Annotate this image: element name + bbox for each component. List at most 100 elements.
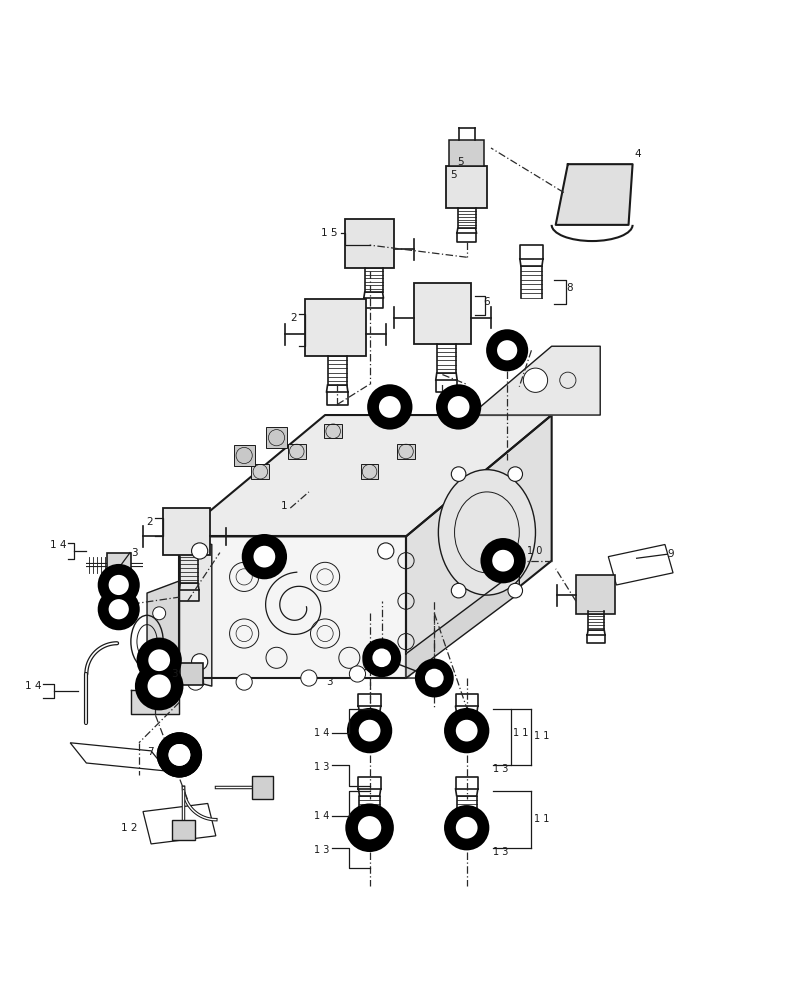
- Bar: [345, 219, 393, 268]
- Bar: [266, 427, 287, 448]
- Circle shape: [451, 583, 466, 598]
- Polygon shape: [179, 536, 406, 678]
- Bar: [397, 444, 414, 459]
- Circle shape: [135, 662, 183, 710]
- Polygon shape: [131, 690, 179, 714]
- Circle shape: [508, 583, 522, 598]
- Text: 6: 6: [483, 297, 489, 307]
- Circle shape: [486, 329, 527, 371]
- Circle shape: [152, 662, 165, 675]
- Text: 1 3: 1 3: [493, 847, 508, 857]
- Text: 1 4: 1 4: [49, 540, 66, 550]
- Bar: [414, 283, 470, 344]
- Circle shape: [455, 817, 477, 839]
- Circle shape: [242, 534, 287, 579]
- Polygon shape: [555, 164, 632, 225]
- Circle shape: [444, 708, 489, 753]
- Text: 1 2: 1 2: [121, 823, 137, 833]
- Text: 1 1: 1 1: [533, 731, 548, 741]
- Bar: [180, 663, 203, 685]
- Text: 1: 1: [281, 501, 287, 511]
- Circle shape: [491, 550, 513, 572]
- Circle shape: [152, 607, 165, 620]
- Circle shape: [424, 669, 443, 687]
- Text: 5: 5: [450, 170, 457, 180]
- Polygon shape: [179, 536, 212, 686]
- Polygon shape: [179, 415, 551, 536]
- Circle shape: [377, 654, 393, 670]
- Circle shape: [523, 368, 547, 392]
- Circle shape: [97, 588, 139, 630]
- Circle shape: [372, 648, 391, 667]
- Text: 9: 9: [667, 549, 673, 559]
- Circle shape: [187, 674, 204, 690]
- Text: 1 5: 1 5: [320, 228, 337, 238]
- Circle shape: [157, 732, 202, 778]
- Circle shape: [169, 744, 190, 766]
- Circle shape: [109, 599, 129, 619]
- Circle shape: [97, 564, 139, 606]
- Circle shape: [508, 467, 522, 481]
- Text: 1 3: 1 3: [313, 762, 328, 772]
- Circle shape: [148, 649, 169, 671]
- Bar: [287, 444, 305, 459]
- Circle shape: [191, 543, 208, 559]
- Polygon shape: [470, 346, 599, 415]
- Circle shape: [362, 638, 401, 677]
- Text: 3: 3: [171, 669, 178, 679]
- Bar: [234, 445, 255, 466]
- Circle shape: [436, 384, 481, 430]
- Text: 1 4: 1 4: [313, 811, 328, 821]
- Text: 1 4: 1 4: [313, 728, 328, 738]
- Circle shape: [148, 674, 170, 698]
- Circle shape: [346, 708, 392, 753]
- Text: 8: 8: [565, 283, 572, 293]
- Bar: [360, 464, 378, 479]
- Bar: [304, 299, 365, 356]
- Text: 4: 4: [633, 149, 640, 159]
- Bar: [575, 575, 614, 614]
- Circle shape: [455, 720, 477, 742]
- Circle shape: [358, 816, 381, 839]
- Polygon shape: [147, 581, 179, 690]
- Circle shape: [447, 396, 469, 418]
- Circle shape: [191, 654, 208, 670]
- Bar: [252, 776, 273, 799]
- Text: 1 4: 1 4: [25, 681, 42, 691]
- Circle shape: [300, 670, 316, 686]
- Text: 3: 3: [326, 677, 333, 687]
- Bar: [448, 140, 484, 166]
- Circle shape: [379, 396, 400, 418]
- Circle shape: [349, 666, 365, 682]
- Circle shape: [377, 543, 393, 559]
- Circle shape: [236, 674, 252, 690]
- Circle shape: [414, 659, 453, 697]
- Text: 1 1: 1 1: [513, 728, 527, 738]
- Bar: [446, 166, 487, 208]
- Circle shape: [480, 538, 525, 583]
- Polygon shape: [406, 569, 519, 678]
- Circle shape: [157, 732, 202, 778]
- Text: 2: 2: [146, 517, 152, 527]
- Text: 1 3: 1 3: [493, 764, 508, 774]
- Ellipse shape: [438, 470, 534, 595]
- Bar: [106, 553, 131, 577]
- Circle shape: [496, 340, 517, 360]
- Text: 1 3: 1 3: [313, 845, 328, 855]
- Circle shape: [169, 744, 190, 766]
- Text: 1 0: 1 0: [526, 546, 541, 556]
- Circle shape: [253, 546, 275, 568]
- Circle shape: [444, 805, 489, 850]
- Text: 2: 2: [290, 313, 296, 323]
- Polygon shape: [406, 415, 551, 678]
- Bar: [251, 464, 269, 479]
- Circle shape: [358, 720, 380, 742]
- Text: 3: 3: [131, 548, 137, 558]
- Circle shape: [345, 803, 393, 852]
- Text: 7: 7: [147, 747, 153, 757]
- Bar: [163, 508, 210, 555]
- Circle shape: [136, 638, 182, 683]
- Circle shape: [451, 467, 466, 481]
- Text: 1 1: 1 1: [533, 814, 548, 824]
- Bar: [324, 424, 341, 438]
